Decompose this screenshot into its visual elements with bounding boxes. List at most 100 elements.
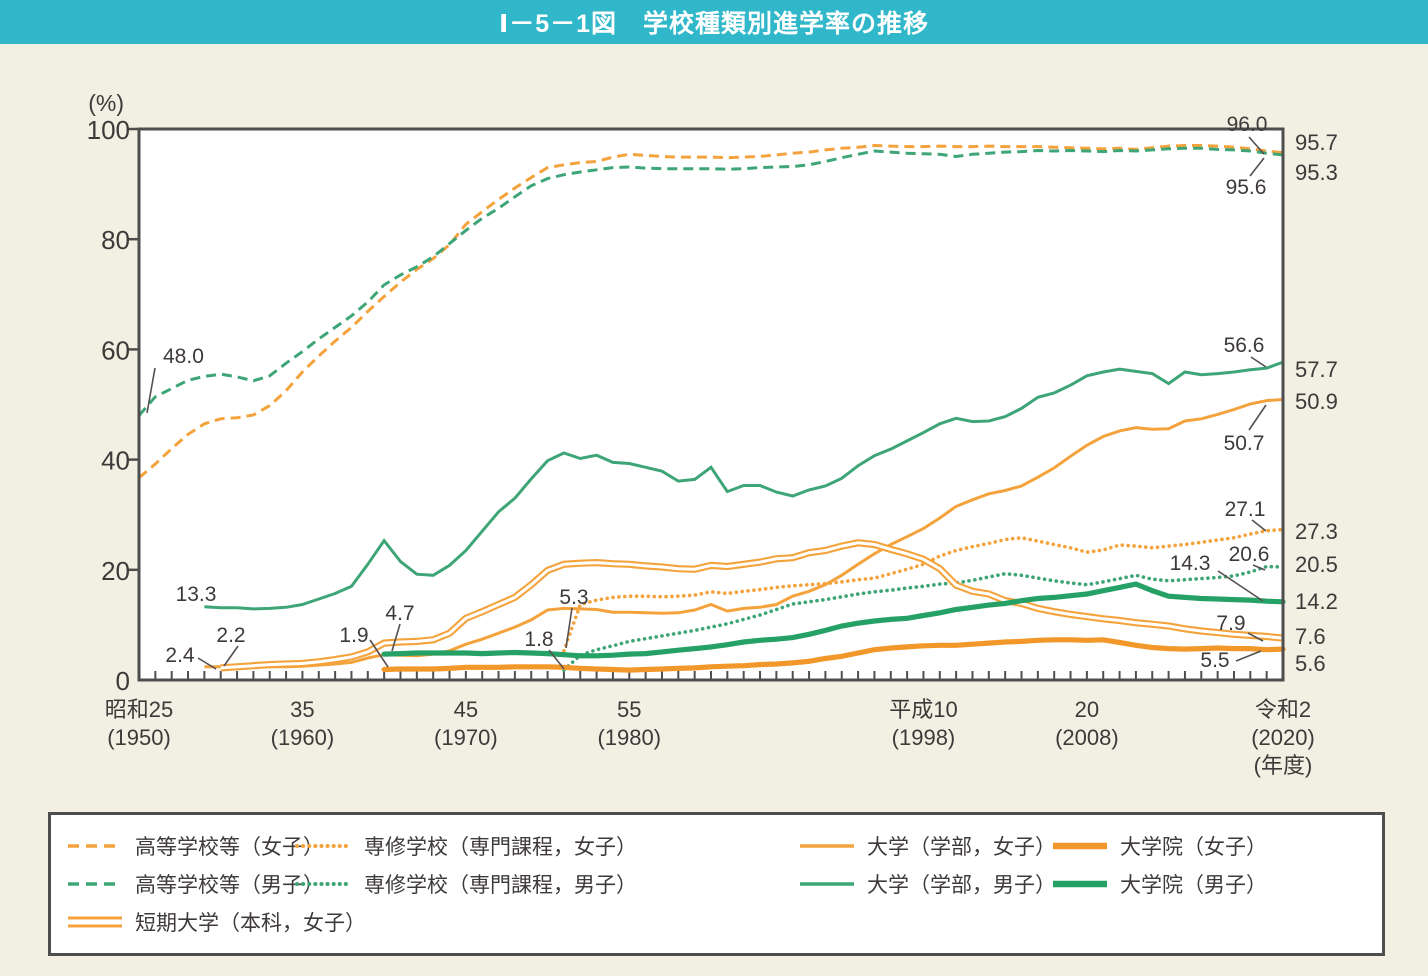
annotation-leader <box>1235 650 1262 662</box>
annotation-leader <box>1250 356 1267 368</box>
legend-swatch-hs_f <box>68 844 122 848</box>
annotation-leader <box>1248 136 1265 155</box>
annotation-label: 14.3 <box>1170 552 1211 575</box>
end-value-label: 27.3 <box>1295 519 1338 544</box>
x-axis-label-era: 平成10 <box>889 697 957 722</box>
legend-swatch-univ_f <box>800 844 854 848</box>
end-value-label: 95.7 <box>1295 130 1338 155</box>
legend-swatch-senshu_m <box>295 882 353 886</box>
legend-item-jc_f: 短期大学（本科，女子） <box>66 907 366 937</box>
legend-swatch-grad_f <box>1053 842 1107 850</box>
y-axis-label: 60 <box>101 335 130 365</box>
annotation-label: 4.7 <box>385 602 414 625</box>
x-axis-label-year: (2020) <box>1251 725 1315 750</box>
plot-frame <box>137 127 1285 682</box>
legend-swatch-jc_f <box>68 916 122 928</box>
legend-label-senshu_f: 専修学校（専門課程，女子） <box>364 836 637 859</box>
annotation-label: 20.6 <box>1229 543 1270 566</box>
y-axis-label: 20 <box>101 556 130 586</box>
x-axis-label-era: 45 <box>454 697 478 722</box>
legend-swatch-grad_m <box>1053 880 1107 888</box>
y-axis-label: 80 <box>101 225 130 255</box>
annotation-leader <box>197 657 217 670</box>
legend-item-hs_f: 高等学校等（女子） <box>66 831 324 861</box>
annotation-label: 7.9 <box>1216 612 1245 635</box>
x-axis-label-era: 20 <box>1075 697 1099 722</box>
annotation-label: 2.4 <box>165 644 195 667</box>
x-axis-label-year: (1970) <box>434 725 498 750</box>
annotation-label: 50.7 <box>1224 432 1265 455</box>
annotation-label: 5.3 <box>559 586 588 609</box>
y-axis-label: 100 <box>87 115 130 145</box>
y-axis-label: 40 <box>101 446 130 476</box>
legend-item-grad_f: 大学院（女子） <box>1051 831 1267 861</box>
annotation-leader <box>369 639 389 668</box>
plot-area <box>139 129 1283 680</box>
series-line-jc_f-core <box>220 541 1284 670</box>
figure-title: Ⅰ－5－1図 学校種類別進学率の推移 <box>498 10 930 38</box>
annotation-label: 1.8 <box>524 628 553 651</box>
annotation-label: 13.3 <box>176 583 217 606</box>
series-line-senshu_m <box>562 564 1285 672</box>
end-value-label: 20.5 <box>1295 552 1338 577</box>
x-axis-label-year: (1950) <box>107 725 171 750</box>
annotation-label: 48.0 <box>163 345 204 368</box>
annotation-label: 56.6 <box>1224 334 1265 357</box>
end-value-label: 5.6 <box>1295 651 1326 676</box>
legend-swatch-senshu_f <box>295 844 353 848</box>
annotation-leader <box>146 367 156 414</box>
end-value-label: 57.7 <box>1295 357 1338 382</box>
annotation-label: 5.5 <box>1200 649 1229 672</box>
annotation-label: 2.2 <box>216 624 245 647</box>
x-axis-label-era: 昭和25 <box>105 697 173 722</box>
legend-swatch-hs_m <box>68 882 122 886</box>
annotation-leader <box>1249 157 1265 177</box>
legend-label-univ_m: 大学（学部，男子） <box>867 874 1056 897</box>
y-axis-label: 0 <box>116 666 130 696</box>
x-axis-label-year: (1960) <box>271 725 335 750</box>
legend-item-univ_m: 大学（学部，男子） <box>798 869 1056 899</box>
end-value-label: 50.9 <box>1295 389 1338 414</box>
x-axis-label-year: (1998) <box>892 725 956 750</box>
x-axis-label-era: 令和2 <box>1255 697 1311 722</box>
legend-item-senshu_f: 専修学校（専門課程，女子） <box>295 831 637 861</box>
annotation-leader <box>1248 404 1267 431</box>
legend-label-hs_m: 高等学校等（男子） <box>135 874 324 897</box>
legend-item-hs_m: 高等学校等（男子） <box>66 869 324 899</box>
line-chart: 48.0 13.3 2.4 2.2 1.9 4.7 5.3 1.8 96.0 95.6 56.6 50… <box>87 90 1338 778</box>
end-value-label: 14.2 <box>1295 589 1338 614</box>
annotation-leader <box>1217 570 1264 602</box>
legend-item-senshu_m: 専修学校（専門課程，男子） <box>295 869 637 899</box>
end-value-label: 95.3 <box>1295 160 1338 185</box>
chart-legend: 高等学校等（女子） 専修学校（専門課程，女子） 大学（学部，女子） 大学院（女子） 高等… <box>48 812 1385 956</box>
x-axis-label-era: 55 <box>617 697 641 722</box>
annotation-leader <box>223 645 239 667</box>
legend-item-grad_m: 大学院（男子） <box>1051 869 1267 899</box>
series-line-grad_f <box>381 637 1286 673</box>
annotation-leader <box>548 649 565 670</box>
x-axis-label-era: 35 <box>290 697 314 722</box>
annotation-leader <box>1247 632 1264 642</box>
annotation-leader <box>565 607 573 649</box>
annotation-leader <box>1251 519 1267 532</box>
x-axis-label-year: (1980) <box>597 725 661 750</box>
series-line-senshu_f <box>562 527 1285 653</box>
end-value-label: 7.6 <box>1295 624 1326 649</box>
y-axis-unit: (%) <box>88 90 124 116</box>
legend-swatch-univ_m <box>800 882 854 886</box>
legend-item-univ_f: 大学（学部，女子） <box>798 831 1056 861</box>
annotation-label: 27.1 <box>1225 498 1266 521</box>
legend-label-senshu_m: 専修学校（専門課程，男子） <box>364 874 637 897</box>
figure-title-bar: Ⅰ－5－1図 学校種類別進学率の推移 <box>0 0 1428 44</box>
x-axis-unit: (年度) <box>1254 753 1313 778</box>
legend-label-grad_m: 大学院（男子） <box>1120 874 1267 897</box>
annotation-leader <box>391 623 401 652</box>
series-line-univ_m <box>204 360 1284 611</box>
legend-label-jc_f: 短期大学（本科，女子） <box>135 912 366 935</box>
legend-label-grad_f: 大学院（女子） <box>1120 836 1267 859</box>
annotation-label: 1.9 <box>339 624 368 647</box>
annotation-label: 95.6 <box>1226 176 1267 199</box>
legend-label-univ_f: 大学（学部，女子） <box>867 836 1056 859</box>
x-axis-label-year: (2008) <box>1055 725 1119 750</box>
